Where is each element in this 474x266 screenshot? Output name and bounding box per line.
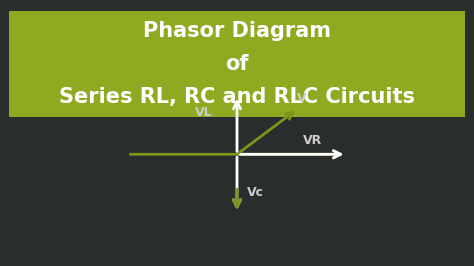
Text: VR: VR (302, 135, 322, 147)
Text: V: V (297, 92, 307, 105)
Text: VL: VL (195, 106, 213, 119)
Text: Vc: Vc (246, 186, 264, 199)
Text: Phasor Diagram
of
Series RL, RC and RLC Circuits: Phasor Diagram of Series RL, RC and RLC … (59, 21, 415, 107)
FancyBboxPatch shape (9, 11, 465, 117)
